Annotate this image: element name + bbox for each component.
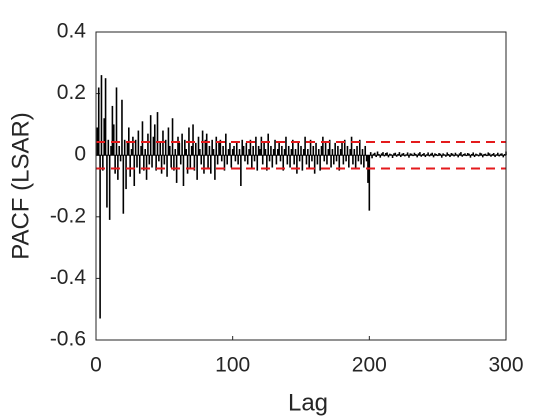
y-tick-label: 0.4	[57, 20, 87, 43]
y-tick-label: -0.4	[50, 266, 87, 289]
x-tick-label: 300	[488, 354, 523, 377]
x-axis-label: Lag	[288, 389, 328, 416]
plot-frame	[95, 31, 507, 341]
x-tick-label: 100	[215, 354, 250, 377]
y-tick-label: -0.6	[50, 328, 86, 351]
y-tick-label: -0.2	[50, 204, 86, 227]
y-tick-label: 0	[74, 143, 86, 166]
x-tick-label: 0	[90, 354, 102, 377]
y-tick-label: 0.2	[57, 81, 86, 104]
x-tick-label: 200	[352, 354, 387, 377]
plot-area	[96, 32, 506, 340]
y-axis-label: PACF (LSAR)	[7, 112, 34, 260]
